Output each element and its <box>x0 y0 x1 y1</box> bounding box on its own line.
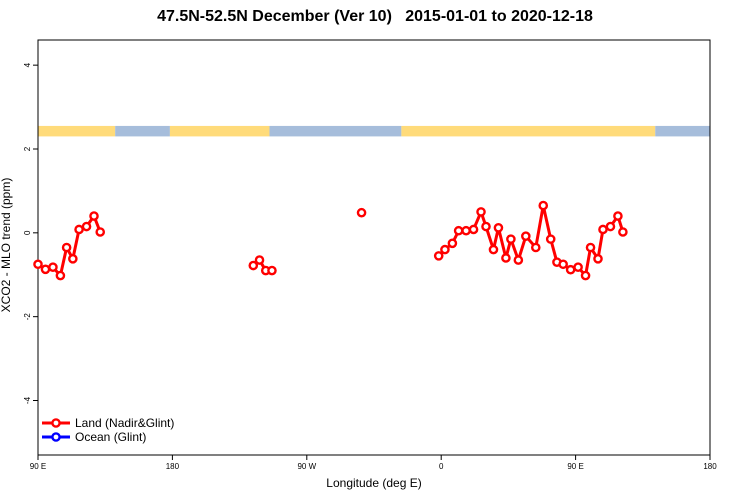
data-point <box>605 221 616 232</box>
x-tick-label: 180 <box>703 462 717 471</box>
band-land <box>38 125 116 137</box>
data-point <box>598 224 608 235</box>
y-tick-label: 0 <box>23 230 32 235</box>
data-point <box>81 221 92 232</box>
data-point <box>573 262 583 273</box>
data-point <box>440 244 450 255</box>
x-axis-label: Longitude (deg E) <box>326 476 422 490</box>
data-point <box>89 211 99 221</box>
data-point <box>68 254 78 264</box>
x-tick-label: 180 <box>166 462 180 471</box>
data-point <box>476 207 486 217</box>
data-point <box>530 242 541 253</box>
data-point <box>593 254 603 264</box>
y-tick-label: 4 <box>23 62 32 67</box>
data-point <box>468 224 479 235</box>
data-point <box>545 234 556 244</box>
legend-marker <box>51 418 61 428</box>
band-land <box>169 125 270 137</box>
data-point <box>558 259 568 270</box>
x-tick-label: 90 W <box>297 462 316 471</box>
band-land <box>401 125 656 137</box>
data-point <box>95 227 106 237</box>
legend: Land (Nadir&Glint)Ocean (Glint) <box>42 416 174 444</box>
data-point <box>433 251 444 261</box>
data-point <box>613 211 623 221</box>
data-point <box>447 238 458 249</box>
plot-frame <box>37 39 711 456</box>
data-point <box>74 224 84 235</box>
data-point <box>461 225 471 236</box>
legend-marker <box>51 432 61 442</box>
data-point <box>356 207 367 218</box>
data-point <box>513 255 524 265</box>
x-tick-label: 90 E <box>30 462 46 471</box>
data-point <box>580 270 591 281</box>
axes: 90 E 180 90 W 0 90 E 180 -4 -2 0 2 4 <box>23 62 717 471</box>
x-tick-label: 90 E <box>567 462 583 471</box>
data-point <box>506 234 516 244</box>
data-point <box>267 265 277 276</box>
data-point <box>254 255 265 265</box>
data-point <box>521 231 531 241</box>
band-ocean <box>115 125 170 137</box>
data-point <box>40 264 51 275</box>
data-point <box>493 222 504 233</box>
y-tick-label: -4 <box>23 396 32 404</box>
data-point <box>488 244 499 255</box>
data-point <box>48 262 58 273</box>
band-ocean <box>655 125 710 137</box>
series-line <box>437 204 625 278</box>
legend-label: Ocean (Glint) <box>75 430 146 444</box>
data-point <box>61 242 72 253</box>
chart-title: 47.5N-52.5N December (Ver 10) 2015-01-01… <box>157 8 593 25</box>
data-point <box>55 270 66 281</box>
data-point <box>585 242 596 253</box>
data-point <box>33 259 43 270</box>
surface-band <box>38 125 710 137</box>
data-point <box>453 225 464 236</box>
data-point <box>538 200 549 211</box>
data-point <box>565 264 576 275</box>
data-point <box>248 260 259 271</box>
legend-label: Land (Nadir&Glint) <box>75 416 174 430</box>
series <box>33 200 628 281</box>
y-axis-label: XCO2 - MLO trend (ppm) <box>0 177 13 313</box>
data-point <box>481 221 491 232</box>
data-point <box>618 227 628 237</box>
y-tick-label: 2 <box>23 146 32 151</box>
y-tick-label: -2 <box>23 313 32 321</box>
data-point <box>501 253 511 263</box>
x-tick-label: 0 <box>439 462 444 471</box>
band-ocean <box>269 125 402 137</box>
